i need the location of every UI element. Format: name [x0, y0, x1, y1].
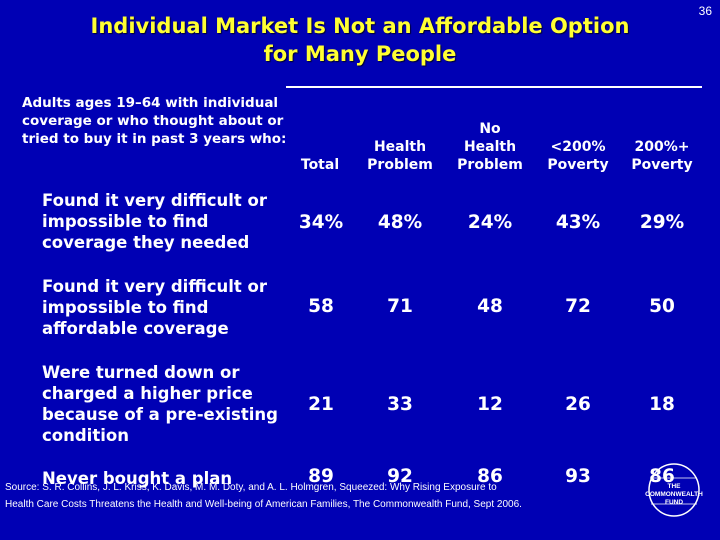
table-header: Adults ages 19–64 with individual covera…	[22, 86, 702, 180]
commonwealth-fund-logo-icon	[648, 463, 700, 517]
column-header-line: Health	[463, 139, 517, 155]
title-line-1: Individual Market Is Not an Affordable O…	[90, 14, 630, 38]
column-header-line: Poverty	[631, 157, 693, 173]
column-header-line: Poverty	[547, 157, 609, 173]
table-row: Were turned down or charged a higher pri…	[22, 362, 702, 448]
table-row: Never bought a plan 89 92 86 93 86	[22, 466, 702, 492]
cell-below-200-poverty: 26	[565, 394, 591, 415]
cell-no-health-problem: 24%	[467, 212, 513, 233]
cell-no-health-problem: 12	[477, 394, 503, 415]
cell-total: 58	[308, 296, 334, 317]
cell-200-plus-poverty: 29%	[639, 212, 685, 233]
logo-text-line: COMMONWEALTH	[645, 491, 703, 498]
column-header-line: Health	[373, 139, 427, 155]
column-header-200-plus-poverty: 200%+ Poverty	[622, 138, 702, 174]
cell-no-health-problem: 48	[477, 296, 503, 317]
logo-text-line: THE	[667, 483, 681, 490]
cell-200-plus-poverty: 86	[649, 466, 675, 487]
source-line: Source: S. R. Collins, J. L. Kriss, K. D…	[5, 482, 497, 493]
table-row: Found it very difficult or impossible to…	[22, 190, 702, 254]
column-header-below-200-poverty: <200% Poverty	[536, 138, 620, 174]
header-divider	[286, 86, 702, 88]
column-header-line: 200%+	[634, 139, 690, 155]
cell-health-problem: 71	[387, 296, 413, 317]
row-label: Never bought a plan	[42, 469, 233, 488]
cell-below-200-poverty: 93	[565, 466, 591, 487]
row-label: Were turned down or charged a higher pri…	[42, 363, 278, 445]
column-header-line: Problem	[367, 157, 433, 173]
title-line-2: for Many People	[263, 42, 457, 66]
column-header-line: Problem	[457, 157, 523, 173]
table-question: Adults ages 19–64 with individual covera…	[22, 95, 287, 147]
logo-text-line: FUND	[664, 499, 684, 506]
cell-below-200-poverty: 43%	[555, 212, 601, 233]
row-label: Found it very difficult or impossible to…	[42, 191, 268, 252]
cell-below-200-poverty: 72	[565, 296, 591, 317]
cell-200-plus-poverty: 18	[649, 394, 675, 415]
source-citation: Source: S. R. Collins, J. L. Kriss, K. D…	[5, 479, 635, 513]
cell-total: 89	[308, 466, 334, 487]
column-header-no-health-problem: No Health Problem	[448, 120, 532, 174]
logo-text: THE COMMONWEALTH FUND	[638, 483, 710, 507]
cell-200-plus-poverty: 50	[649, 296, 675, 317]
cell-health-problem: 33	[387, 394, 413, 415]
source-line: Health Care Costs Threatens the Health a…	[5, 499, 522, 510]
table-row: Found it very difficult or impossible to…	[22, 276, 702, 342]
column-header-line: <200%	[550, 139, 606, 155]
slide-title: Individual Market Is Not an Affordable O…	[0, 12, 720, 68]
column-header-line: No	[479, 121, 501, 137]
survey-table: Adults ages 19–64 with individual covera…	[22, 86, 702, 488]
row-label: Found it very difficult or impossible to…	[42, 277, 268, 338]
cell-no-health-problem: 86	[477, 466, 503, 487]
cell-total: 34%	[298, 212, 344, 233]
cell-total: 21	[308, 394, 334, 415]
column-header-line: Total	[300, 157, 340, 173]
cell-health-problem: 92	[387, 466, 413, 487]
column-header-total: Total	[288, 156, 352, 174]
column-header-health-problem: Health Problem	[358, 138, 442, 174]
cell-health-problem: 48%	[377, 212, 423, 233]
slide-number: 36	[698, 4, 712, 18]
commonwealth-fund-logo: THE COMMONWEALTH FUND	[638, 462, 710, 518]
